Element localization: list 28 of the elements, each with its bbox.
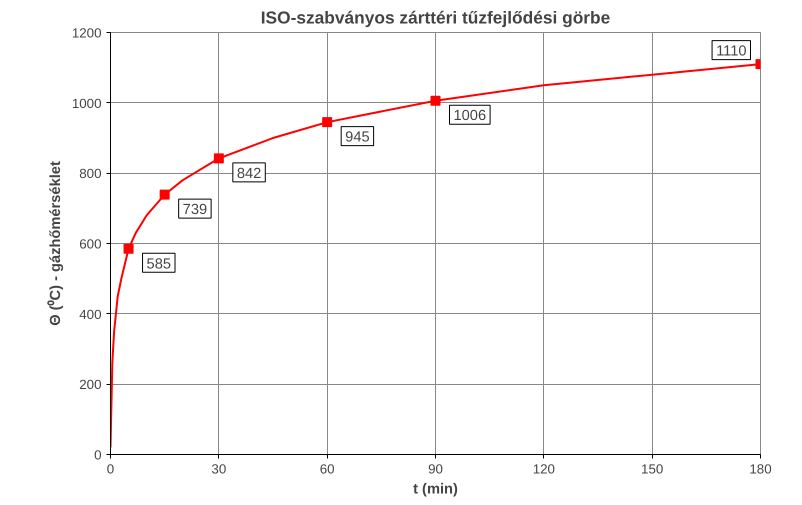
chart-title: ISO-szabványos zárttéri tűzfejlődési görbe bbox=[260, 8, 611, 28]
data-label: 739 bbox=[182, 202, 208, 218]
point bbox=[322, 117, 332, 128]
y-tick-label: 1200 bbox=[72, 26, 102, 40]
y-axis-title: Θ (⁰C) - gázhőmérséklet bbox=[46, 161, 64, 326]
y-tick-label: 200 bbox=[79, 377, 102, 392]
y-tick-label: 600 bbox=[79, 236, 102, 252]
x-tick-label: 180 bbox=[749, 462, 772, 476]
x-tick-label: 0 bbox=[106, 462, 114, 476]
x-tick-label: 60 bbox=[320, 462, 335, 476]
x-tick-label: 120 bbox=[532, 462, 555, 476]
y-tick-label: 400 bbox=[79, 306, 102, 322]
x-tick-label: 30 bbox=[211, 462, 226, 476]
data-label: 1006 bbox=[454, 108, 486, 124]
y-tick-label: 800 bbox=[79, 166, 102, 182]
x-tick-label: 90 bbox=[428, 462, 443, 476]
point bbox=[160, 190, 170, 200]
y-tick-label: 0 bbox=[94, 448, 102, 462]
point bbox=[214, 153, 224, 164]
x-tick-label: 150 bbox=[641, 462, 664, 476]
y-tick-label: 1000 bbox=[72, 96, 102, 111]
x-axis-title: t (min) bbox=[413, 482, 458, 498]
data-label: 945 bbox=[345, 130, 370, 146]
point bbox=[430, 96, 440, 106]
data-label: 842 bbox=[236, 166, 262, 182]
point bbox=[124, 244, 134, 254]
data-label: 585 bbox=[146, 256, 172, 272]
data-label: 1110 bbox=[716, 44, 747, 60]
